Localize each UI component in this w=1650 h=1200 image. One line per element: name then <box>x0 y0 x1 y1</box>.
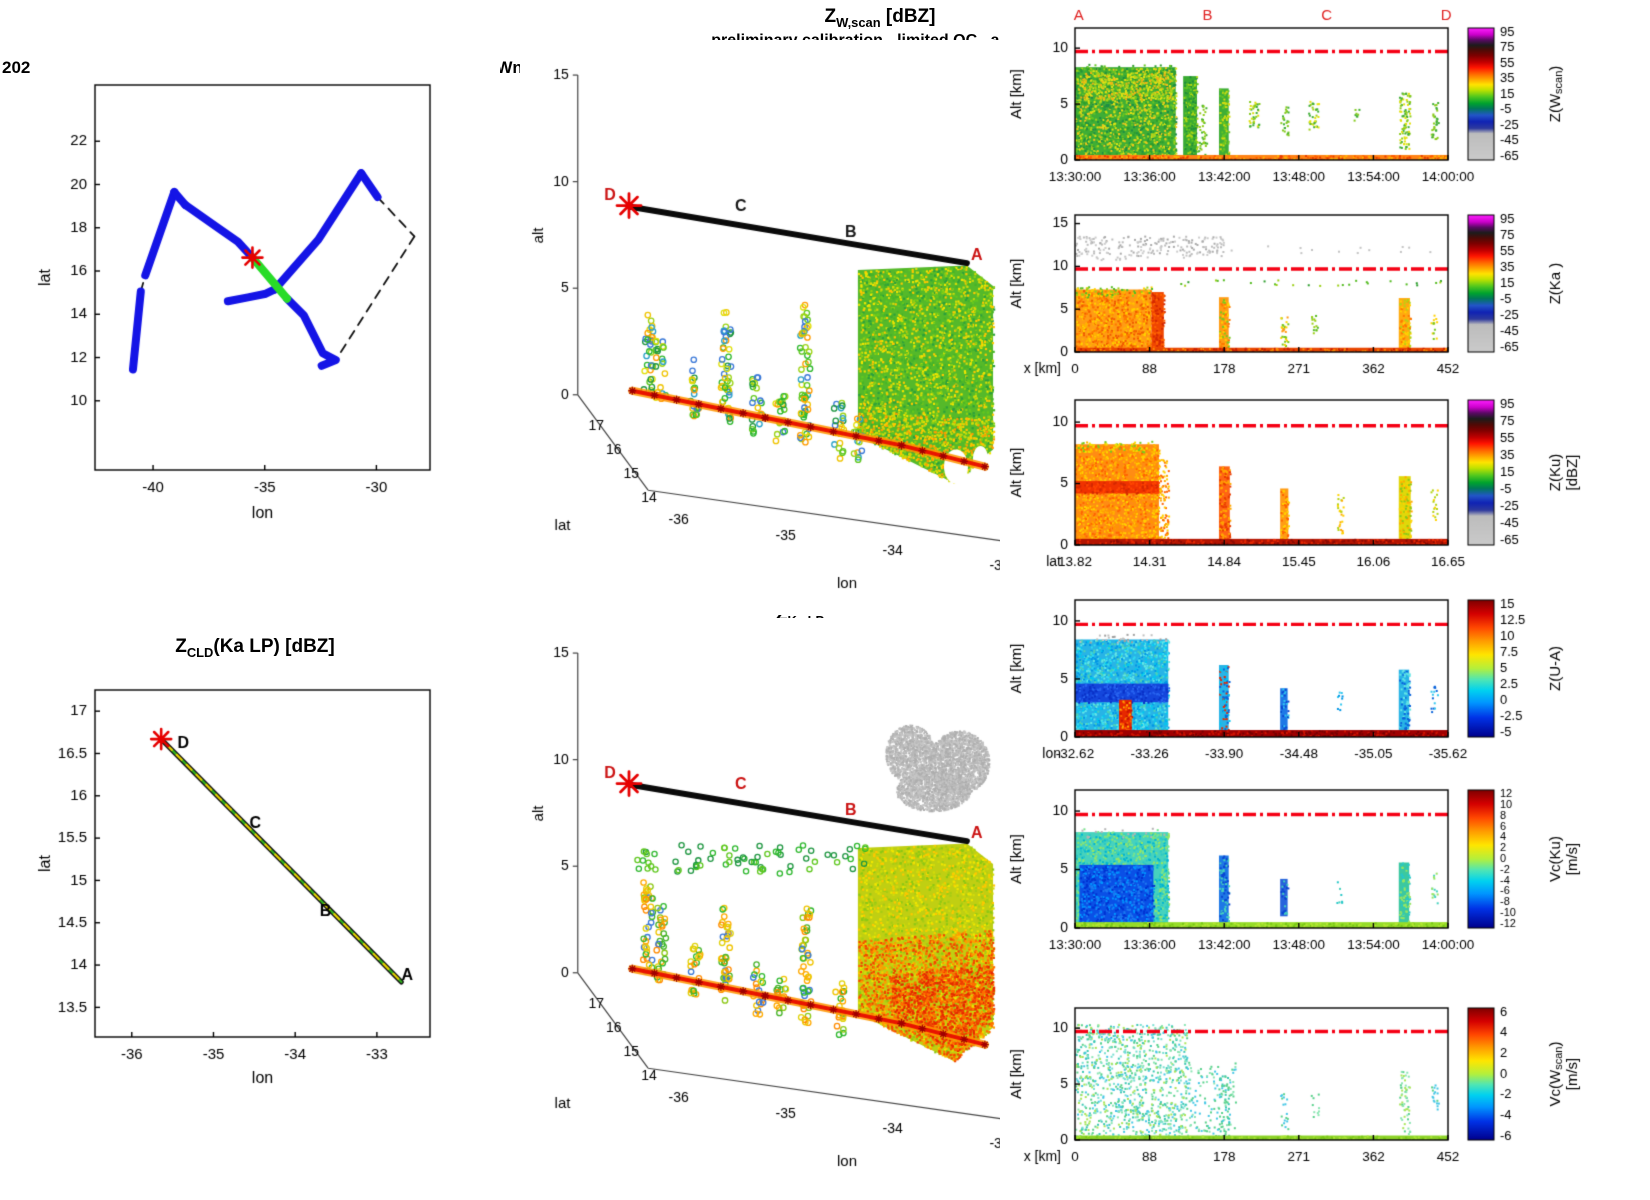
curtain-zka-x-plot <box>1000 196 1650 382</box>
flight-track-plot <box>30 58 500 538</box>
curtain-zku-lat-plot <box>1000 388 1650 574</box>
zka-3d-plot <box>520 618 1065 1193</box>
curtain-zwscan-time-plot <box>1000 0 1650 192</box>
zwscan-3d-title: ZW,scan [dBZ] <box>824 6 936 30</box>
curtain-panel-column <box>1000 0 1650 1200</box>
zwscan-3d-plot <box>520 40 1065 615</box>
curtain-zua-lon-plot <box>1000 586 1650 762</box>
curtain-vcw-x-plot <box>1000 982 1650 1182</box>
curtain-vcku-time-plot <box>1000 774 1650 952</box>
zcld-plot <box>30 660 500 1160</box>
zcld-title: ZCLD(Ka LP) [dBZ] <box>175 636 335 660</box>
